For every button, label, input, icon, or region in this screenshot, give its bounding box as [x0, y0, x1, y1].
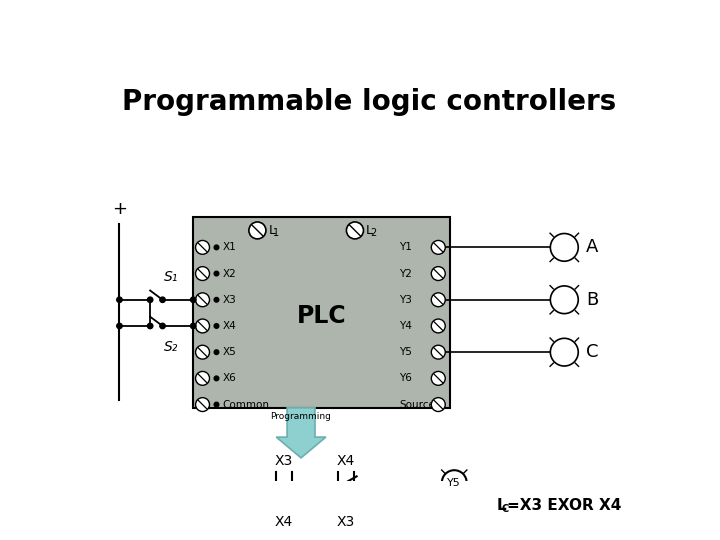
Circle shape [191, 297, 196, 302]
Circle shape [249, 222, 266, 239]
Circle shape [196, 345, 210, 359]
Text: 2: 2 [370, 228, 377, 238]
Circle shape [196, 293, 210, 307]
Circle shape [431, 293, 445, 307]
Circle shape [431, 345, 445, 359]
Circle shape [214, 298, 219, 302]
Text: Y6: Y6 [400, 373, 413, 383]
Text: PLC: PLC [297, 304, 346, 328]
Circle shape [442, 470, 467, 495]
Text: Source: Source [400, 400, 436, 409]
Text: X4: X4 [274, 516, 293, 530]
Bar [193, 217, 450, 408]
Text: L: L [497, 498, 506, 513]
Circle shape [196, 240, 210, 254]
Circle shape [191, 323, 196, 329]
Circle shape [196, 397, 210, 411]
Text: X3: X3 [337, 516, 355, 530]
Text: C: C [502, 504, 509, 515]
Text: X5: X5 [222, 347, 236, 357]
Text: X2: X2 [222, 268, 236, 279]
Text: X3: X3 [222, 295, 236, 305]
Text: S₂: S₂ [164, 340, 179, 354]
Circle shape [196, 319, 210, 333]
Circle shape [431, 240, 445, 254]
Circle shape [431, 319, 445, 333]
Circle shape [117, 297, 122, 302]
Circle shape [160, 323, 166, 329]
Text: =X3 EXOR X4: =X3 EXOR X4 [507, 498, 621, 513]
Text: S₁: S₁ [164, 271, 179, 285]
Circle shape [550, 339, 578, 366]
Polygon shape [276, 408, 326, 458]
Text: X6: X6 [222, 373, 236, 383]
Circle shape [117, 323, 122, 329]
Circle shape [346, 222, 364, 239]
Text: B: B [586, 291, 598, 309]
Text: Programming: Programming [271, 411, 331, 421]
Text: X1: X1 [222, 242, 236, 252]
Text: Programmable logic controllers: Programmable logic controllers [122, 88, 616, 116]
Text: Y5: Y5 [447, 477, 461, 488]
Circle shape [214, 376, 219, 381]
Circle shape [214, 245, 219, 249]
Circle shape [196, 267, 210, 280]
Circle shape [431, 397, 445, 411]
Circle shape [196, 372, 210, 386]
Circle shape [148, 297, 153, 302]
Text: Y4: Y4 [400, 321, 413, 331]
Circle shape [214, 402, 219, 407]
Text: Y3: Y3 [400, 295, 413, 305]
Circle shape [431, 267, 445, 280]
Circle shape [160, 297, 166, 302]
Text: X4: X4 [222, 321, 236, 331]
Text: C: C [586, 343, 598, 361]
Text: Common: Common [222, 400, 270, 409]
Text: X4: X4 [337, 454, 355, 468]
Text: Y2: Y2 [400, 268, 413, 279]
Text: +: + [112, 200, 127, 218]
Text: X3: X3 [274, 454, 293, 468]
Circle shape [550, 233, 578, 261]
Circle shape [148, 323, 153, 329]
Text: A: A [586, 238, 598, 256]
Text: 1: 1 [273, 228, 279, 238]
Text: L: L [366, 224, 373, 237]
Circle shape [214, 271, 219, 276]
Circle shape [431, 372, 445, 386]
Text: Y5: Y5 [400, 347, 413, 357]
Circle shape [550, 286, 578, 314]
Text: Y1: Y1 [400, 242, 413, 252]
Circle shape [214, 323, 219, 328]
Text: L: L [269, 224, 275, 237]
Circle shape [214, 350, 219, 354]
